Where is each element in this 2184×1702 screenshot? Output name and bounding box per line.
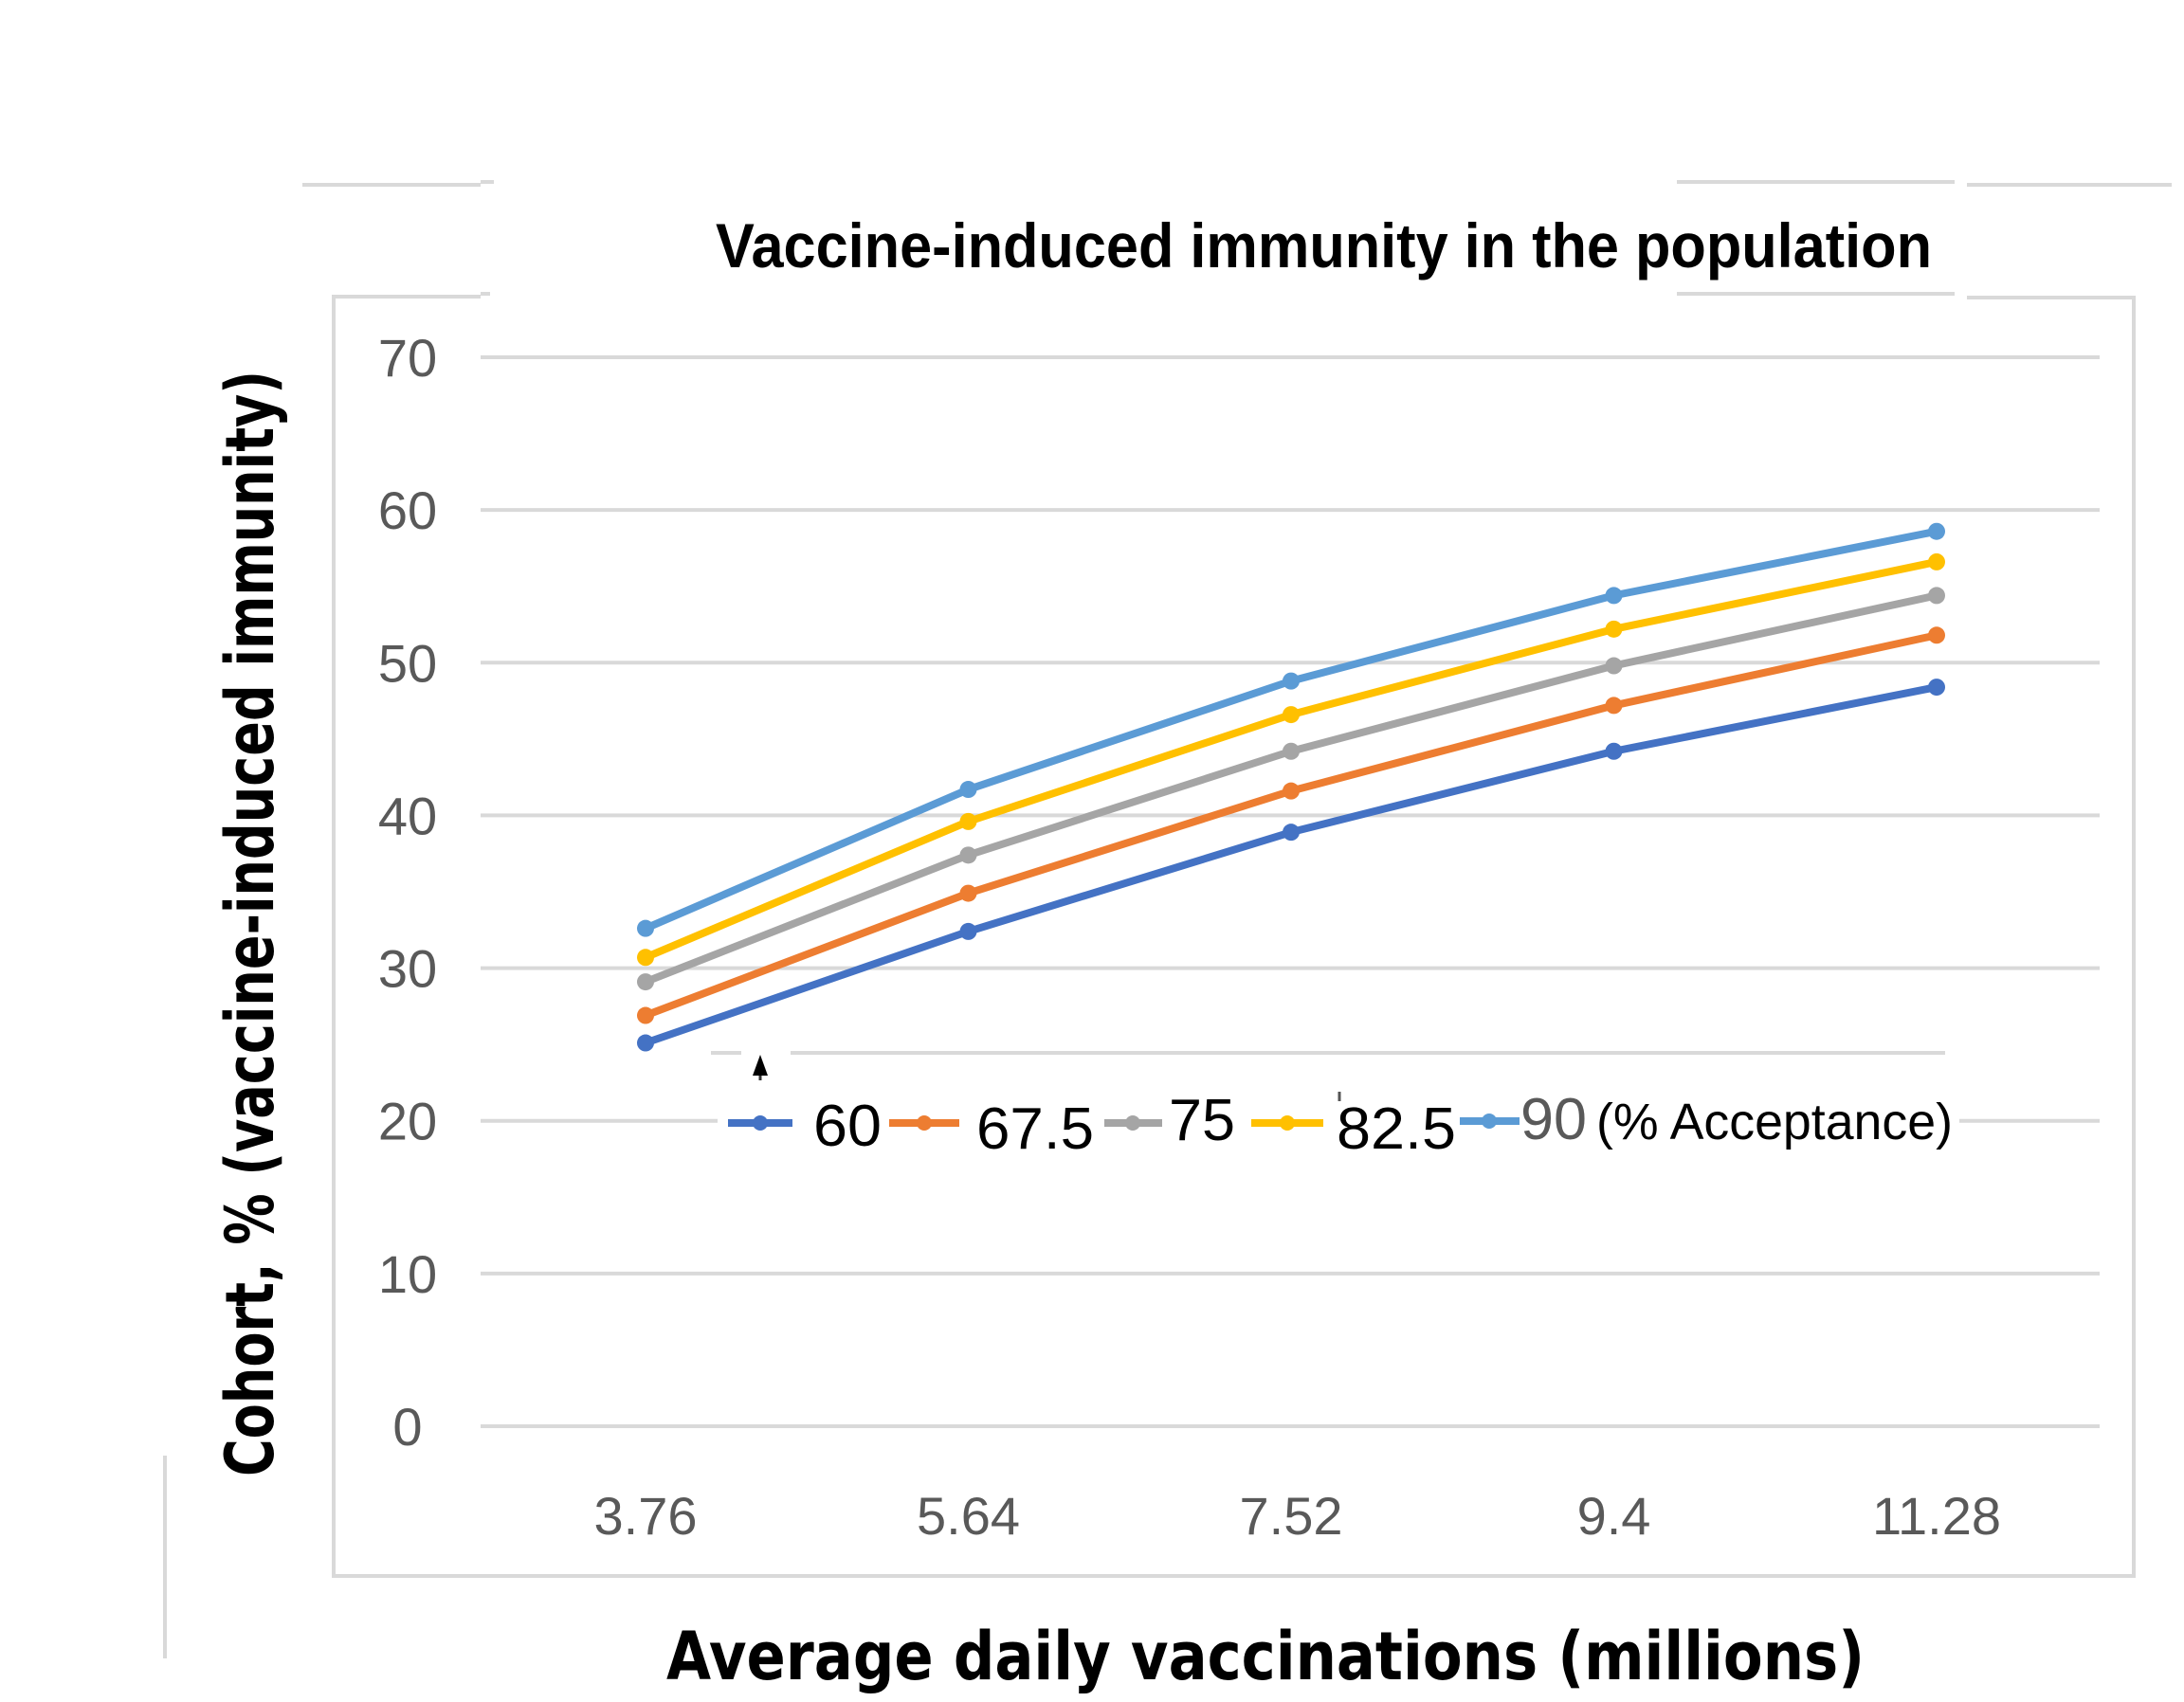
legend-marker-dot — [917, 1115, 932, 1131]
data-point — [1605, 657, 1623, 675]
legend-marker-dot — [1280, 1115, 1295, 1131]
legend-label: 82.5 — [1337, 1096, 1456, 1162]
y-tick-label: 30 — [378, 939, 437, 999]
x-tick-label: 9.4 — [1577, 1486, 1651, 1546]
legend: 60 67.5 75 82.5 90 (% Acceptance) — [718, 1080, 1959, 1162]
legend-item-60: 60 — [728, 1094, 882, 1159]
data-point — [637, 949, 654, 967]
data-point — [1283, 782, 1300, 800]
legend-marker-dot — [1125, 1115, 1140, 1131]
data-point — [959, 812, 977, 830]
data-point — [637, 919, 654, 937]
y-tick-label: 70 — [378, 328, 437, 388]
plot-frame — [332, 295, 2136, 1578]
x-tick-label: 11.28 — [1872, 1486, 2001, 1546]
data-point — [1605, 742, 1623, 760]
data-point — [1283, 824, 1300, 842]
data-point — [1928, 552, 1945, 570]
data-point — [1283, 742, 1300, 760]
x-tick-label: 3.76 — [594, 1486, 698, 1546]
y-tick-label: 40 — [378, 786, 437, 845]
data-point — [1928, 522, 1945, 540]
data-point — [637, 1006, 654, 1024]
series-layer — [637, 522, 1945, 1052]
data-point — [959, 884, 977, 902]
data-point — [959, 781, 977, 799]
x-tick-labels: 3.76 5.64 7.52 9.4 11.28 — [594, 1486, 2001, 1546]
legend-label: 90 — [1520, 1087, 1587, 1152]
data-point — [1928, 626, 1945, 644]
legend-label: 75 — [1169, 1088, 1235, 1153]
series-75 — [637, 587, 1945, 991]
y-tick-label: 10 — [378, 1244, 437, 1304]
series-line — [644, 527, 1938, 932]
data-point — [1928, 679, 1945, 697]
data-point — [1605, 620, 1623, 638]
series-82-5 — [637, 552, 1945, 967]
series-90 — [637, 522, 1945, 937]
data-point — [959, 846, 977, 864]
x-tick-label: 5.64 — [917, 1486, 1020, 1546]
y-tick-label: 20 — [378, 1092, 437, 1151]
legend-marker-dot — [1482, 1114, 1497, 1129]
data-point — [1928, 587, 1945, 605]
legend-item-67-5: 67.5 — [889, 1096, 1094, 1162]
x-tick-label: 7.52 — [1240, 1486, 1343, 1546]
y-axis-label: Cohort, % (vaccine-induced immunity) — [211, 371, 289, 1476]
data-point — [1283, 672, 1300, 690]
series-67-5 — [637, 626, 1945, 1024]
legend-label: 60 — [813, 1094, 882, 1159]
data-point — [1605, 697, 1623, 715]
y-tick-label: 50 — [378, 633, 437, 693]
legend-item-75: 75 — [1104, 1088, 1235, 1153]
decorative-borders — [163, 180, 2172, 1658]
series-60 — [637, 679, 1945, 1052]
data-point — [959, 922, 977, 940]
data-point — [1605, 587, 1623, 605]
legend-item-90: 90 — [1460, 1087, 1587, 1152]
data-point — [637, 973, 654, 991]
chart-title: Vaccine-induced immunity in the populati… — [716, 210, 1932, 281]
legend-suffix-label: (% Acceptance) — [1596, 1094, 1953, 1150]
legend-item-82-5: 82.5 — [1251, 1092, 1456, 1162]
legend-marker-dot — [753, 1115, 768, 1131]
data-point — [1283, 706, 1300, 724]
series-line — [644, 683, 1938, 1047]
legend-label: 67.5 — [976, 1096, 1094, 1162]
arrow-up-icon — [753, 1055, 768, 1076]
y-tick-labels: 0 10 20 30 40 50 60 70 — [378, 328, 437, 1457]
x-axis-label: Average daily vaccinations (millions) — [666, 1618, 1865, 1695]
y-tick-label: 0 — [392, 1397, 422, 1457]
data-point — [637, 1034, 654, 1052]
y-tick-label: 60 — [378, 480, 437, 540]
